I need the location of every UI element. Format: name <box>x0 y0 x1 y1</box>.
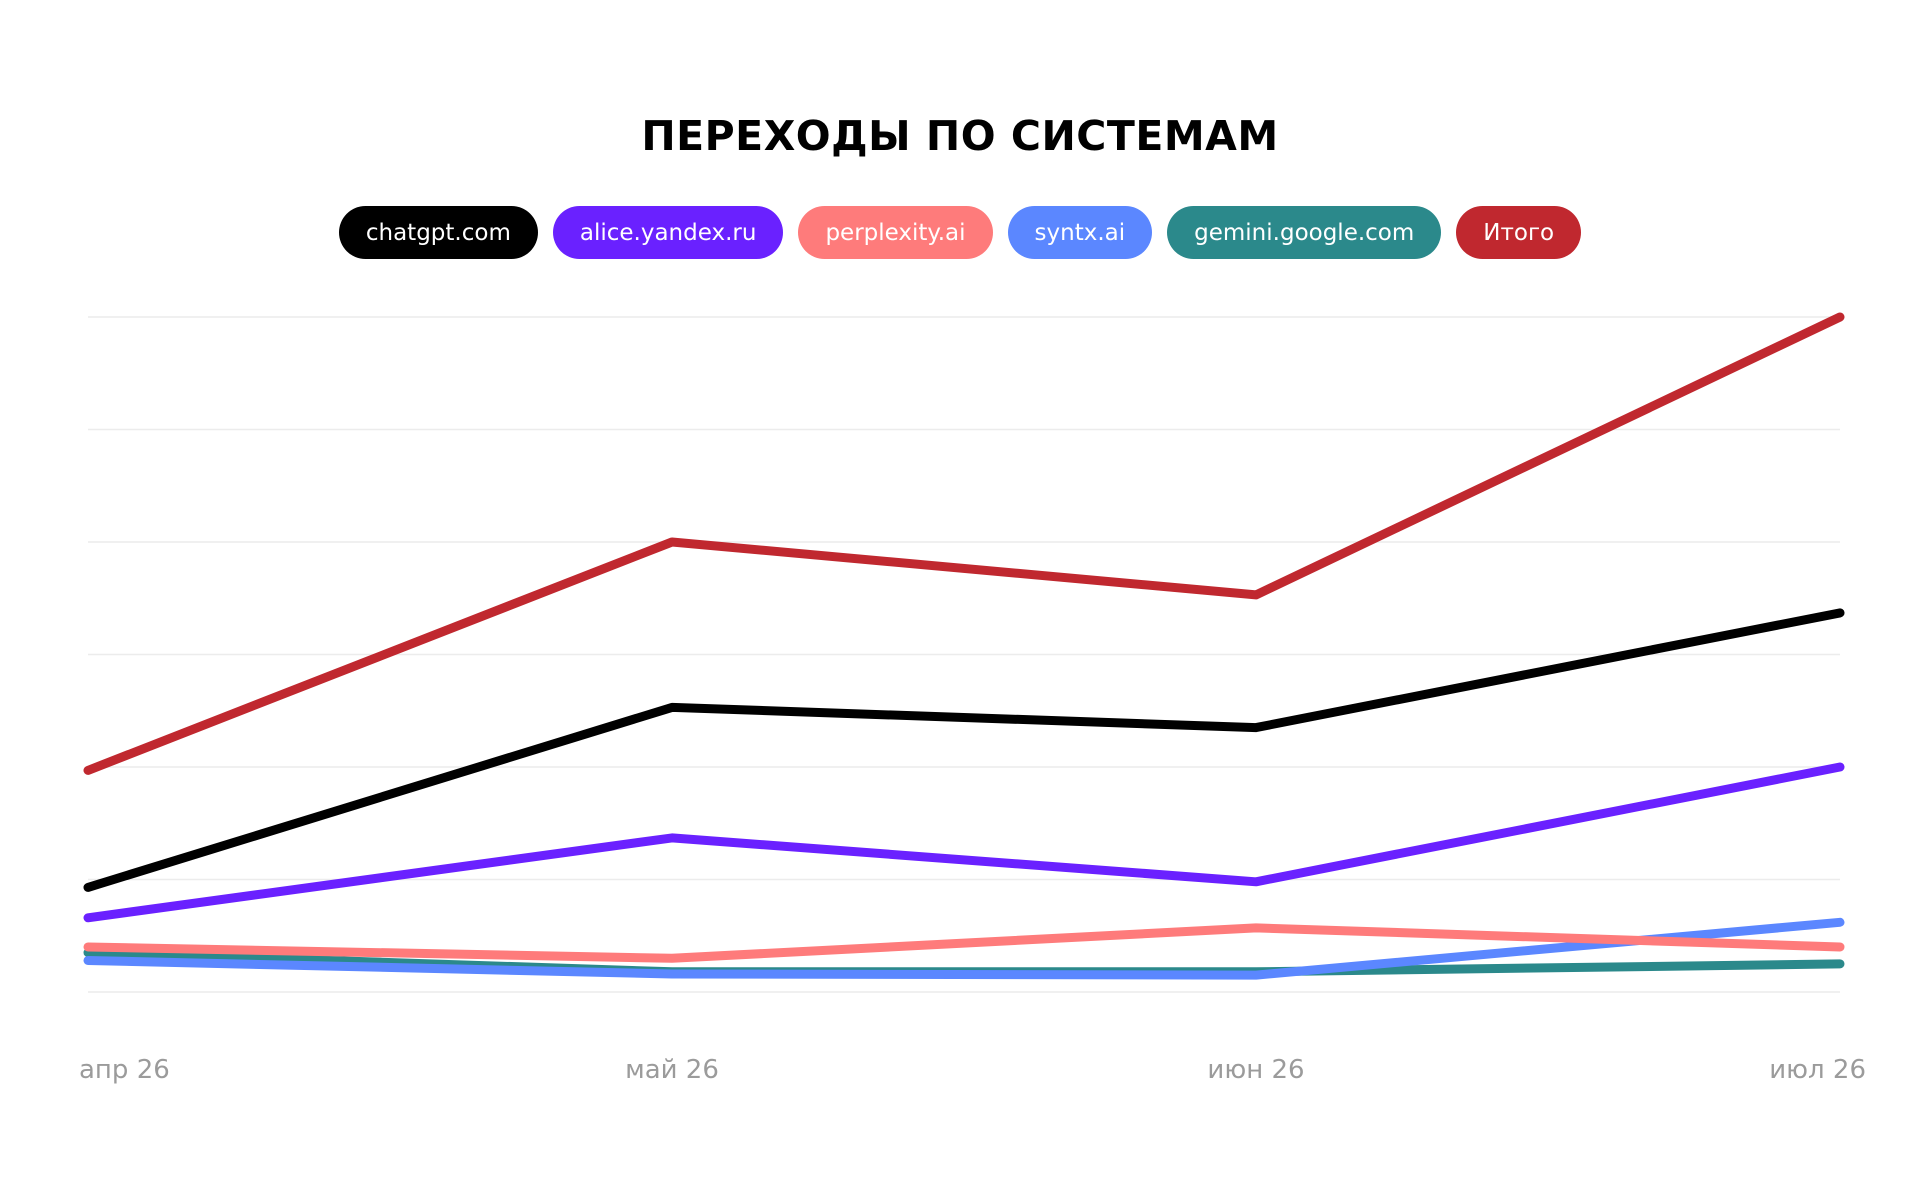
series-lines <box>83 312 1845 980</box>
legend-item-syntx-ai[interactable]: syntx.ai <box>1007 206 1153 259</box>
gridlines <box>88 316 1840 993</box>
legend-item-chatgpt-com[interactable]: chatgpt.com <box>338 206 538 259</box>
series-line-syntx-ai[interactable] <box>83 917 1845 980</box>
legend-item-итого[interactable]: Итого <box>1456 206 1582 259</box>
series-line-perplexity-ai[interactable] <box>83 923 1845 963</box>
series-line-chatgpt-com[interactable] <box>83 608 1845 892</box>
series-line-итого[interactable] <box>83 312 1845 775</box>
x-tick-label: апр 26 <box>79 1055 170 1085</box>
legend: chatgpt.com alice.yandex.ru perplexity.ai s… <box>0 206 1920 259</box>
x-axis-ticks: апр 26 май 26 июн 26 июл 26 <box>79 1055 1866 1085</box>
chart-title: ПЕРЕХОДЫ ПО СИСТЕМАМ <box>641 112 1279 160</box>
x-tick-label: июл 26 <box>1769 1055 1866 1085</box>
legend-item-perplexity-ai[interactable]: perplexity.ai <box>798 206 993 259</box>
legend-item-gemini-google-com[interactable]: gemini.google.com <box>1167 206 1442 259</box>
series-line-alice-yandex-ru[interactable] <box>83 762 1845 923</box>
x-tick-label: июн 26 <box>1207 1055 1304 1085</box>
x-tick-label: май 26 <box>625 1055 719 1085</box>
legend-item-alice-yandex-ru[interactable]: alice.yandex.ru <box>552 206 784 259</box>
